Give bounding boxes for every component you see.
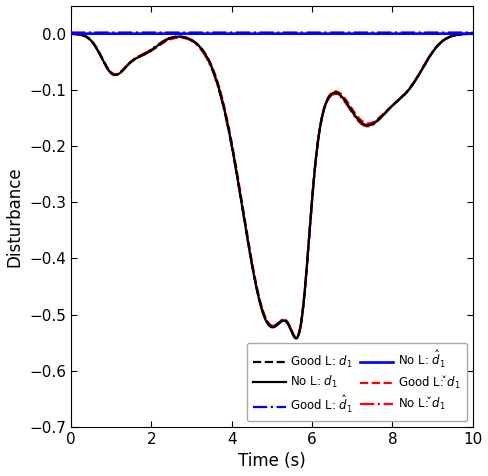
No L: $\check{d}_1$: (4.6, -0.445): $\check{d}_1$: (4.6, -0.445) [253,281,259,287]
Good L: $d_1$: (7.88, -0.136): $d_1$: (7.88, -0.136) [385,107,390,113]
No L: $\hat{d}_1$: (0, 0): $\hat{d}_1$: (0, 0) [68,31,74,37]
Good L: $\hat{d}_1$: (0, 0.002): $\hat{d}_1$: (0, 0.002) [68,30,74,35]
No L: $\hat{d}_1$: (4.86, 0): $\hat{d}_1$: (4.86, 0) [264,31,269,37]
No L: $\check{d}_1$: (0, -0.000815): $\check{d}_1$: (0, -0.000815) [68,31,74,37]
No L: $d_1$: (9.71, -0.0011): $d_1$: (9.71, -0.0011) [458,31,464,37]
Good L: $d_1$: (0.51, -0.0132): $d_1$: (0.51, -0.0132) [88,38,94,44]
No L: $d_1$: (10, -0.000137): $d_1$: (10, -0.000137) [470,31,476,37]
No L: $\check{d}_1$: (9.71, -0.00123): $\check{d}_1$: (9.71, -0.00123) [458,31,464,37]
No L: $\check{d}_1$: (7.88, -0.137): $\check{d}_1$: (7.88, -0.137) [385,108,390,113]
Good L: $\hat{d}_1$: (10, 0.002): $\hat{d}_1$: (10, 0.002) [470,30,476,35]
Good L: $\check{d}_1$: (5.6, -0.541): $\check{d}_1$: (5.6, -0.541) [293,335,299,340]
Good L: $d_1$: (9.71, -0.0011): $d_1$: (9.71, -0.0011) [458,31,464,37]
Good L: $d_1$: (5.6, -0.541): $d_1$: (5.6, -0.541) [293,335,299,340]
No L: $d_1$: (5.6, -0.542): $d_1$: (5.6, -0.542) [293,336,299,341]
Line: Good L: $\check{d}_1$: Good L: $\check{d}_1$ [71,33,473,337]
Good L: $\hat{d}_1$: (9.7, 0.002): $\hat{d}_1$: (9.7, 0.002) [458,30,464,35]
Good L: $\check{d}_1$: (10, 0.000359): $\check{d}_1$: (10, 0.000359) [470,30,476,36]
Good L: $\hat{d}_1$: (4.86, 0.002): $\hat{d}_1$: (4.86, 0.002) [264,30,269,35]
No L: $\check{d}_1$: (9.71, -0.00126): $\check{d}_1$: (9.71, -0.00126) [458,31,464,37]
Good L: $\check{d}_1$: (9.71, -0.000687): $\check{d}_1$: (9.71, -0.000687) [458,31,464,37]
No L: $d_1$: (0, -0.000145): $d_1$: (0, -0.000145) [68,31,74,37]
No L: $\check{d}_1$: (10, -0.000579): $\check{d}_1$: (10, -0.000579) [470,31,476,37]
No L: $d_1$: (0.51, -0.0132): $d_1$: (0.51, -0.0132) [88,38,94,44]
Good L: $\check{d}_1$: (9.71, -0.000726): $\check{d}_1$: (9.71, -0.000726) [458,31,464,37]
Good L: $d_1$: (4.86, -0.511): $d_1$: (4.86, -0.511) [264,318,269,324]
Good L: $\check{d}_1$: (7.88, -0.135): $\check{d}_1$: (7.88, -0.135) [385,107,390,112]
No L: $\check{d}_1$: (0.51, -0.0138): $\check{d}_1$: (0.51, -0.0138) [88,39,94,44]
Good L: $\hat{d}_1$: (4.6, 0.002): $\hat{d}_1$: (4.6, 0.002) [253,30,259,35]
No L: $d_1$: (4.6, -0.446): $d_1$: (4.6, -0.446) [253,281,259,287]
No L: $d_1$: (7.88, -0.137): $d_1$: (7.88, -0.137) [385,108,390,113]
Y-axis label: Disturbance: Disturbance [5,166,23,267]
Line: No L: $d_1$: No L: $d_1$ [71,34,473,338]
Good L: $\hat{d}_1$: (7.87, 0.002): $\hat{d}_1$: (7.87, 0.002) [385,30,390,35]
No L: $\check{d}_1$: (4.86, -0.51): $\check{d}_1$: (4.86, -0.51) [264,317,269,323]
No L: $\check{d}_1$: (5.6, -0.541): $\check{d}_1$: (5.6, -0.541) [293,335,299,340]
Good L: $\check{d}_1$: (0.51, -0.0124): $\check{d}_1$: (0.51, -0.0124) [88,38,94,43]
No L: $\hat{d}_1$: (4.6, 0): $\hat{d}_1$: (4.6, 0) [253,31,259,37]
Line: Good L: $d_1$: Good L: $d_1$ [71,34,473,337]
No L: $d_1$: (9.71, -0.00107): $d_1$: (9.71, -0.00107) [458,31,464,37]
X-axis label: Time (s): Time (s) [238,453,306,470]
Good L: $d_1$: (0, -0.000145): $d_1$: (0, -0.000145) [68,31,74,37]
Good L: $d_1$: (10, -0.000136): $d_1$: (10, -0.000136) [470,31,476,37]
Good L: $\hat{d}_1$: (0.51, 0.002): $\hat{d}_1$: (0.51, 0.002) [88,30,94,35]
Good L: $d_1$: (4.6, -0.445): $d_1$: (4.6, -0.445) [253,281,259,287]
Good L: $\check{d}_1$: (4.6, -0.441): $\check{d}_1$: (4.6, -0.441) [253,278,259,284]
No L: $d_1$: (4.86, -0.512): $d_1$: (4.86, -0.512) [264,318,269,324]
Line: No L: $\check{d}_1$: No L: $\check{d}_1$ [71,34,473,337]
No L: $\hat{d}_1$: (9.71, 0): $\hat{d}_1$: (9.71, 0) [458,31,464,37]
Good L: $d_1$: (9.71, -0.00106): $d_1$: (9.71, -0.00106) [458,31,464,37]
No L: $\hat{d}_1$: (7.87, 0): $\hat{d}_1$: (7.87, 0) [385,31,390,37]
Good L: $\check{d}_1$: (0, -0.000144): $\check{d}_1$: (0, -0.000144) [68,31,74,37]
No L: $\hat{d}_1$: (0.51, 0): $\hat{d}_1$: (0.51, 0) [88,31,94,37]
Good L: $\check{d}_1$: (4.86, -0.508): $\check{d}_1$: (4.86, -0.508) [264,317,269,322]
Legend: Good L: $d_1$, No L: $d_1$, Good L: $\hat{d}_1$, No L: $\hat{d}_1$, Good L: $\ch: Good L: $d_1$, No L: $d_1$, Good L: $\ha… [246,343,467,421]
Good L: $\hat{d}_1$: (9.71, 0.002): $\hat{d}_1$: (9.71, 0.002) [458,30,464,35]
No L: $\hat{d}_1$: (9.7, 0): $\hat{d}_1$: (9.7, 0) [458,31,464,37]
No L: $\hat{d}_1$: (10, 0): $\hat{d}_1$: (10, 0) [470,31,476,37]
